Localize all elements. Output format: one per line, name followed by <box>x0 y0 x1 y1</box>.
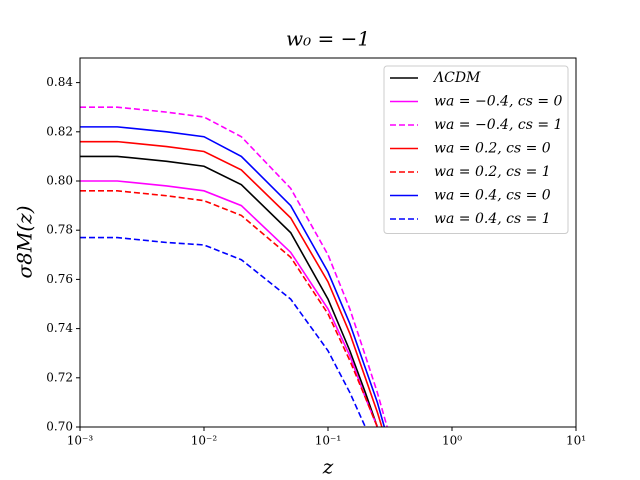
y-tick-label: 0.76 <box>46 272 73 286</box>
y-axis-label: σ8M(z) <box>13 206 37 279</box>
x-tick-label: 10⁻² <box>191 434 218 448</box>
x-axis-label: z <box>322 455 334 479</box>
legend-box <box>383 65 569 234</box>
x-tick-label: 10⁻¹ <box>315 434 341 448</box>
y-tick-label: 0.72 <box>46 370 73 384</box>
series-line <box>80 190 379 427</box>
y-tick-label: 0.82 <box>46 124 73 138</box>
series-line <box>80 155 379 427</box>
legend-label: wa = −0.4, cs = 0 <box>434 94 563 110</box>
y-tick-label: 0.74 <box>46 321 73 335</box>
y-tick-label: 0.84 <box>46 75 73 89</box>
y-tick-label: 0.78 <box>46 223 73 237</box>
legend-label: wa = 0.4, cs = 0 <box>434 188 551 204</box>
chart-title: w₀ = −1 <box>286 27 370 51</box>
series-line <box>80 236 367 427</box>
x-tick-label: 10¹ <box>566 434 586 448</box>
series-line <box>80 180 379 427</box>
y-tick-label: 0.80 <box>46 174 73 188</box>
plot-frame <box>79 57 577 428</box>
legend-label: wa = 0.4, cs = 1 <box>434 211 551 227</box>
x-tick-label: 10⁰ <box>442 434 462 448</box>
legend-label: wa = 0.2, cs = 0 <box>434 141 551 157</box>
legend-label: wa = −0.4, cs = 1 <box>434 117 562 133</box>
y-tick-label: 0.70 <box>46 420 73 434</box>
series-line <box>80 106 388 427</box>
series-line <box>80 126 386 427</box>
plot-lines <box>80 106 388 427</box>
legend-label: ΛCDM <box>432 70 481 86</box>
series-line <box>80 140 383 427</box>
x-tick-label: 10⁻³ <box>67 434 94 448</box>
legend-label: wa = 0.2, cs = 1 <box>434 164 551 180</box>
